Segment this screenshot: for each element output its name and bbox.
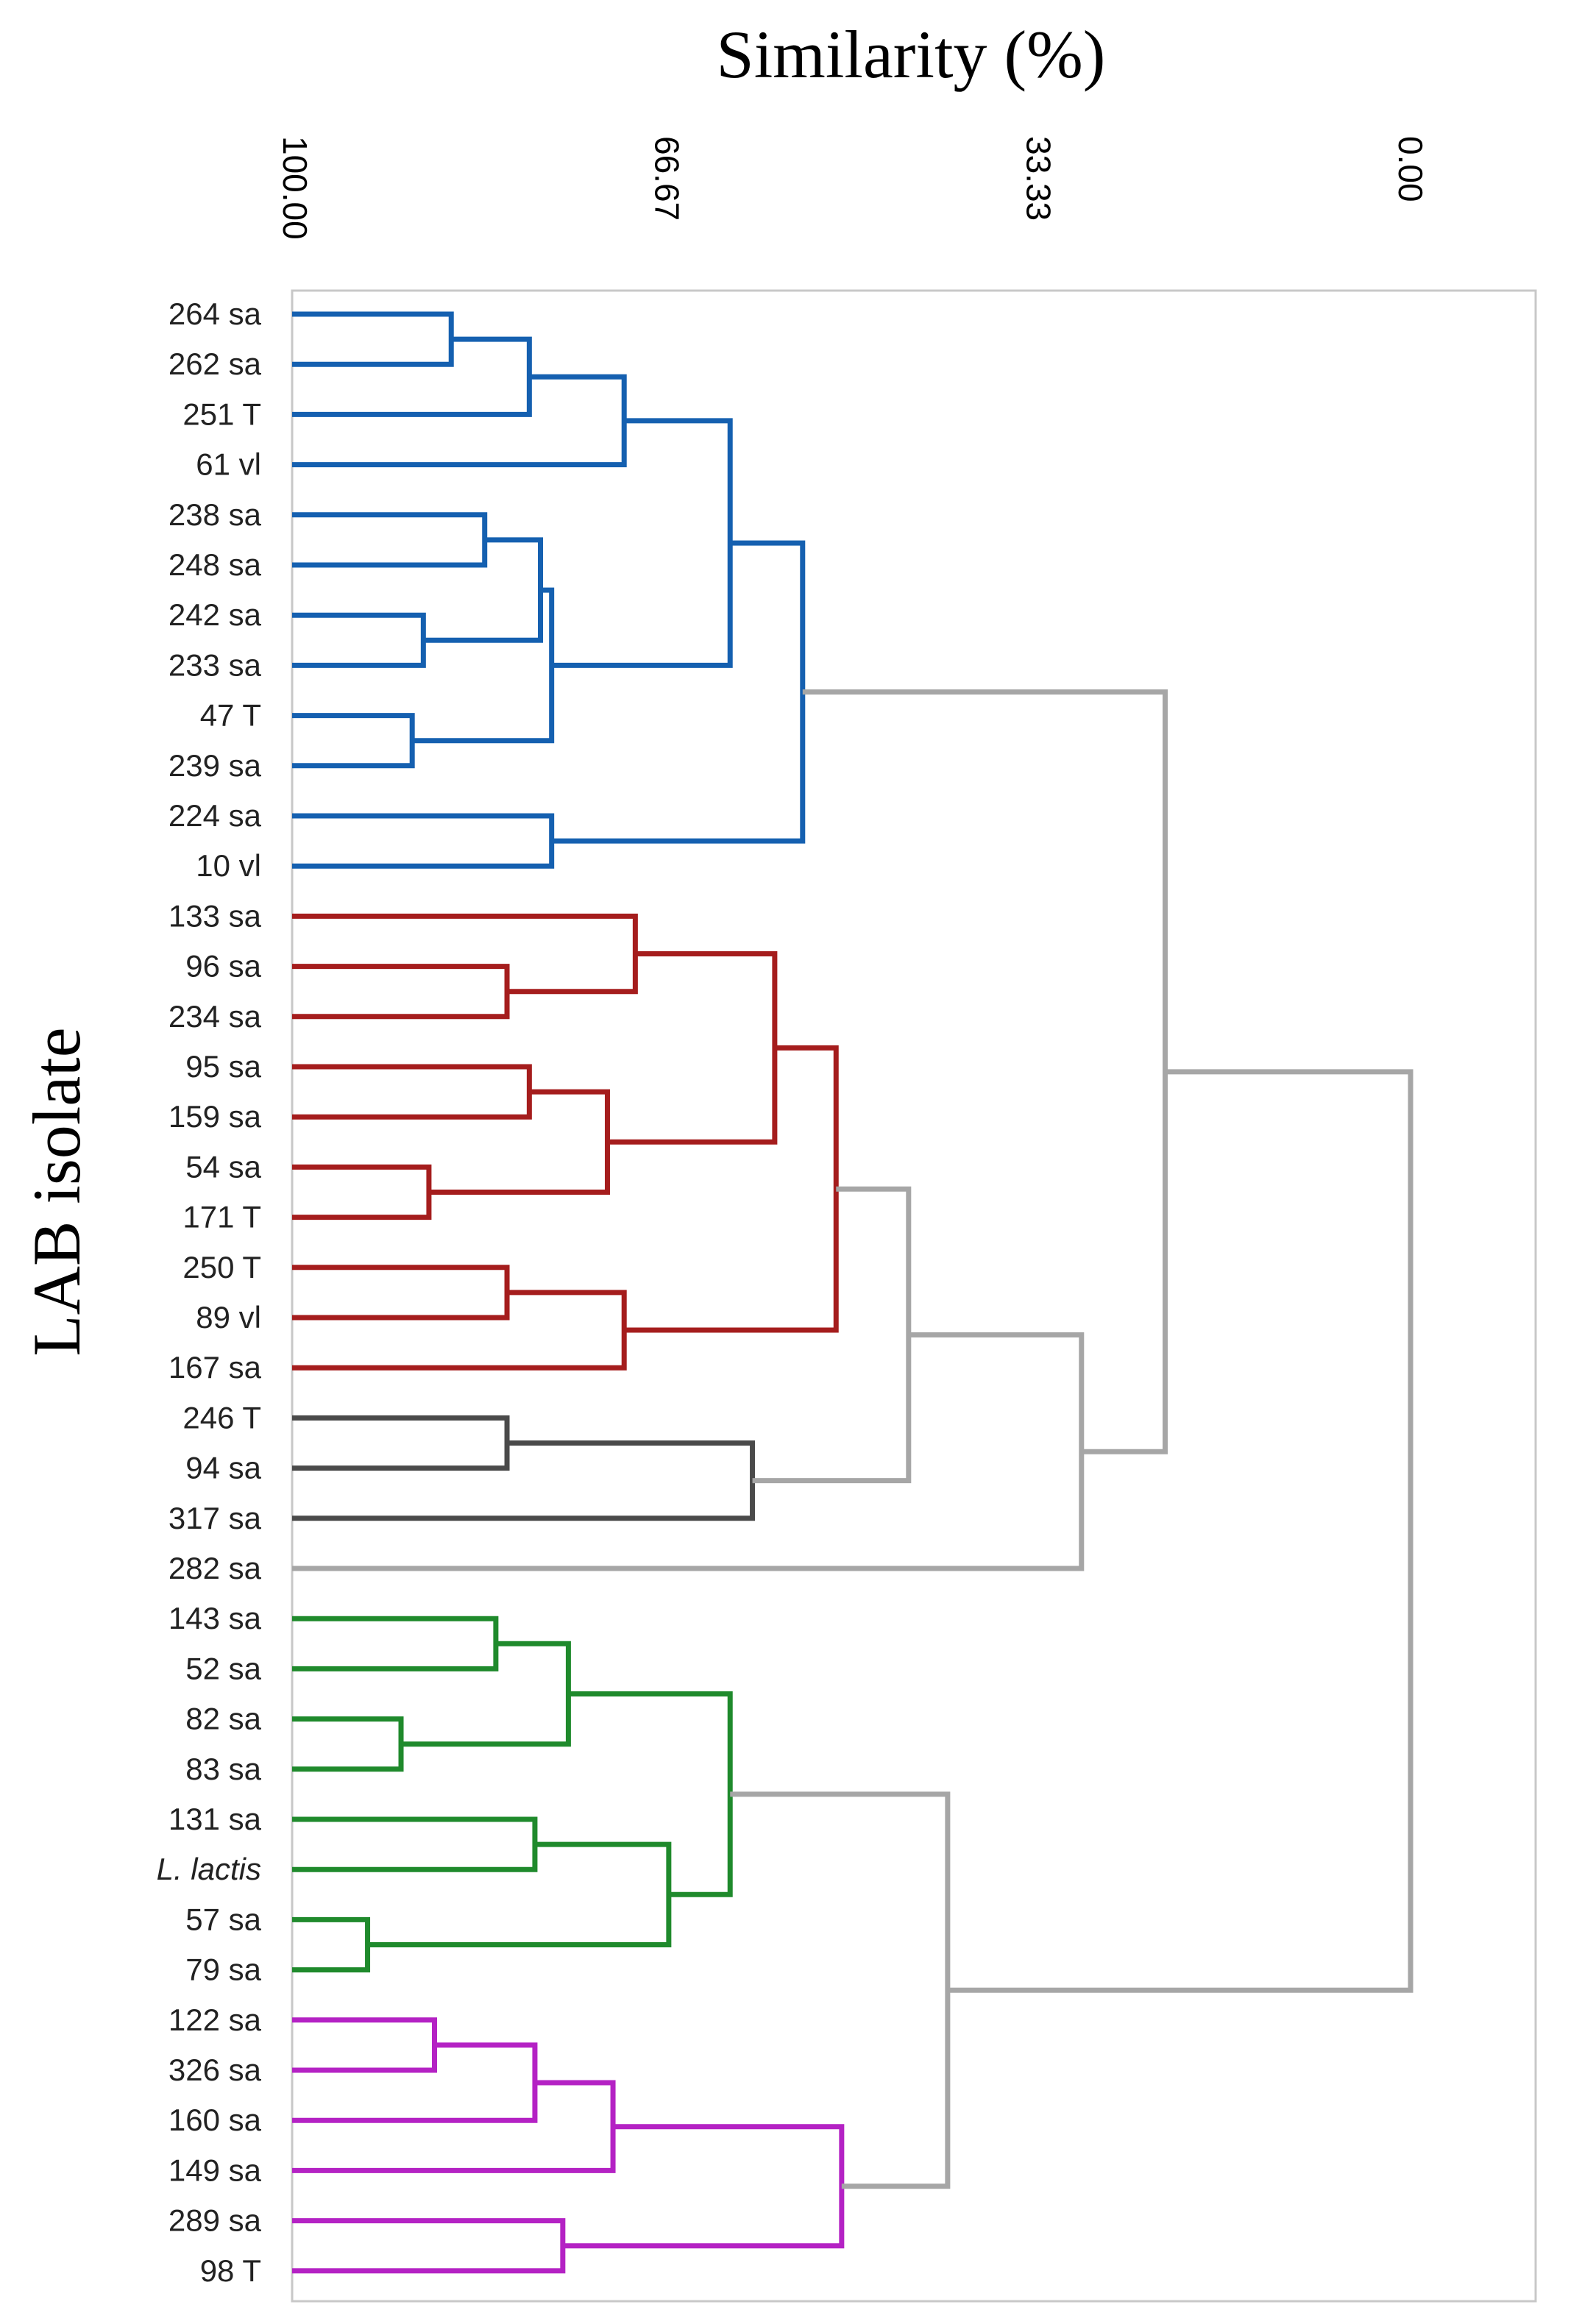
leaf-label: 251 T: [182, 397, 261, 431]
branch-d1: [292, 1418, 507, 1468]
leaf-label: 233 sa: [169, 647, 262, 682]
branch-r1: [292, 967, 507, 1017]
leaf-label: 282 sa: [169, 1551, 262, 1585]
branch-b1: [292, 314, 451, 364]
leaf-label: 171 T: [182, 1200, 261, 1234]
branch-d2: [292, 1443, 753, 1518]
branch-b3: [292, 377, 624, 464]
leaf-label: 317 sa: [169, 1501, 262, 1535]
branch-g4: [292, 1819, 535, 1869]
leaf-label: 326 sa: [169, 2053, 262, 2087]
leaf-label: 262 sa: [169, 347, 262, 381]
branch-p3: [292, 2083, 613, 2170]
branch-b10: [292, 816, 552, 866]
leaf-label: 83 sa: [185, 1752, 261, 1786]
tick-label: 66.67: [648, 136, 686, 221]
branch-p4: [292, 2221, 563, 2271]
branch-b2: [292, 339, 529, 414]
leaf-label: 289 sa: [169, 2203, 262, 2238]
branch-x3: [803, 692, 1166, 1452]
leaf-label: 95 sa: [185, 1049, 261, 1084]
tick-label: 33.33: [1020, 136, 1058, 221]
leaf-label: 82 sa: [185, 1702, 261, 1736]
leaf-label: 131 sa: [169, 1802, 262, 1836]
leaf-label: 61 vl: [196, 447, 261, 482]
branch-r5: [429, 1092, 608, 1192]
branch-g6: [368, 1844, 669, 1944]
tick-label: 100.00: [276, 136, 314, 240]
branch-g3: [401, 1643, 568, 1744]
leaf-label: 159 sa: [169, 1099, 262, 1134]
branch-r3: [292, 1067, 529, 1117]
leaf-label: 238 sa: [169, 497, 262, 532]
leaf-label: 239 sa: [169, 748, 262, 783]
plot-frame: [292, 291, 1536, 2301]
branch-g7: [568, 1694, 730, 1895]
branch-b5: [292, 615, 423, 665]
branch-r2: [292, 916, 635, 991]
branch-x1: [753, 1189, 909, 1480]
dendrogram-branches: [292, 314, 1411, 2271]
branch-g5: [292, 1919, 368, 1969]
branch-b11: [552, 543, 803, 841]
leaf-label: L. lactis: [157, 1852, 261, 1886]
branch-g2: [292, 1719, 401, 1769]
branch-p1: [292, 2020, 435, 2070]
branch-b4: [292, 515, 485, 565]
leaf-label: 242 sa: [169, 597, 262, 632]
branch-r9: [624, 1048, 836, 1330]
leaf-label: 10 vl: [196, 848, 261, 883]
axis-ticks: 100.00 66.67 33.33 0.00: [276, 136, 1430, 240]
branch-root: [948, 1072, 1411, 1990]
leaf-label: 167 sa: [169, 1350, 262, 1385]
branch-p2: [292, 2045, 535, 2120]
branch-g1: [292, 1618, 496, 1669]
branch-b8: [412, 590, 552, 741]
leaf-label: 57 sa: [185, 1902, 261, 1936]
leaf-label: 133 sa: [169, 898, 262, 933]
leaf-label: 160 sa: [169, 2103, 262, 2137]
tick-label: 0.00: [1391, 136, 1430, 202]
branch-r8: [292, 1293, 624, 1368]
leaf-label: 250 T: [182, 1250, 261, 1284]
leaf-labels: 264 sa 262 sa 251 T 61 vl 238 sa 248 sa 242 sa…: [157, 296, 262, 2288]
branch-b9: [552, 421, 731, 665]
leaf-label: 79 sa: [185, 1952, 261, 1987]
leaf-label: 264 sa: [169, 296, 262, 331]
leaf-label: 234 sa: [169, 999, 262, 1034]
leaf-label: 246 T: [182, 1400, 261, 1435]
branch-r6: [607, 954, 774, 1143]
leaf-label: 89 vl: [196, 1300, 261, 1335]
leaf-label: 143 sa: [169, 1601, 262, 1635]
y-axis-label: LAB isolate: [19, 1027, 94, 1356]
chart-title: Similarity (%): [717, 17, 1106, 92]
dendrogram-figure: Similarity (%) LAB isolate 100.00 66.67 33…: [0, 0, 1582, 2324]
leaf-label: 149 sa: [169, 2153, 262, 2187]
branch-b6: [423, 540, 540, 640]
leaf-label: 94 sa: [185, 1451, 261, 1485]
leaf-label: 96 sa: [185, 949, 261, 984]
leaf-label: 248 sa: [169, 547, 262, 582]
leaf-label: 224 sa: [169, 798, 262, 833]
branch-r4: [292, 1167, 429, 1217]
branch-r7: [292, 1268, 507, 1318]
leaf-label: 98 T: [200, 2253, 261, 2288]
leaf-label: 52 sa: [185, 1651, 261, 1685]
leaf-label: 47 T: [200, 698, 261, 733]
leaf-label: 122 sa: [169, 2003, 262, 2037]
leaf-label: 54 sa: [185, 1149, 261, 1184]
branch-p5: [563, 2127, 842, 2246]
branch-b7: [292, 716, 412, 766]
